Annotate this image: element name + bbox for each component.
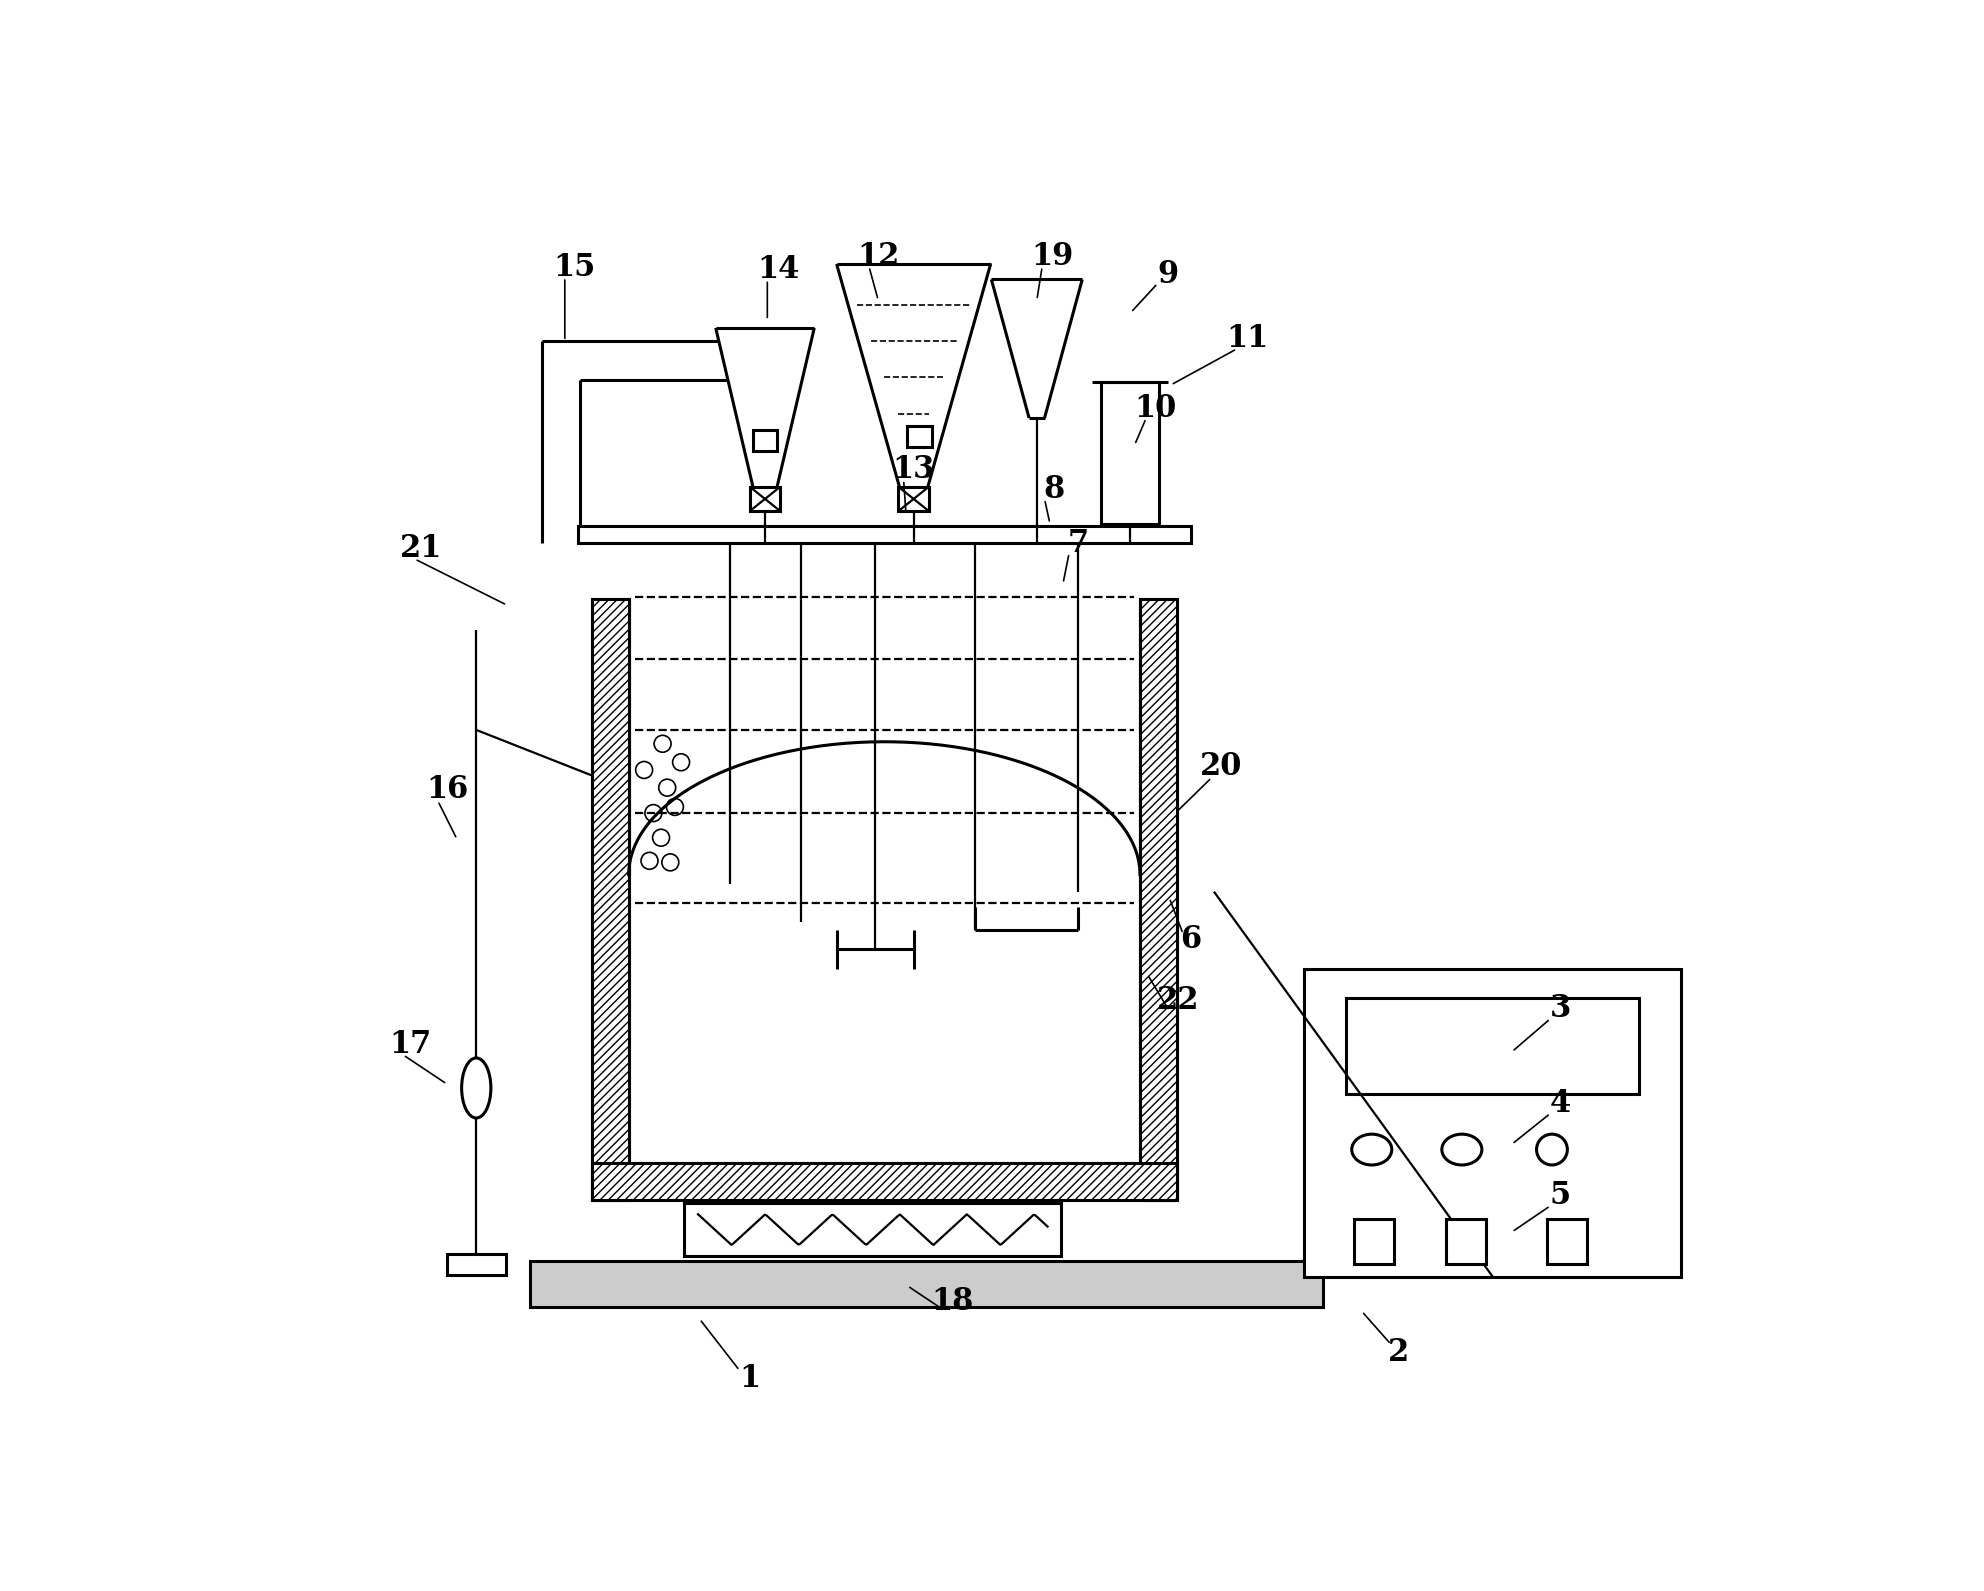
- Text: 13: 13: [893, 453, 934, 485]
- Text: 22: 22: [1157, 985, 1200, 1017]
- Bar: [1446, 1219, 1486, 1263]
- Text: 7: 7: [1067, 528, 1089, 558]
- Text: 3: 3: [1550, 993, 1571, 1025]
- Text: 14: 14: [758, 255, 800, 285]
- Polygon shape: [992, 280, 1081, 418]
- Text: 15: 15: [554, 253, 595, 283]
- Text: 19: 19: [1032, 240, 1073, 272]
- Bar: [591, 552, 1177, 1200]
- Text: 11: 11: [1226, 323, 1270, 355]
- Bar: [577, 527, 1190, 543]
- Bar: [750, 487, 780, 511]
- Text: 12: 12: [857, 240, 899, 272]
- Bar: [752, 430, 778, 452]
- Bar: [1303, 969, 1680, 1276]
- Bar: [907, 426, 932, 447]
- Text: 5: 5: [1550, 1181, 1571, 1211]
- Bar: [530, 1262, 1323, 1308]
- Bar: [1347, 998, 1639, 1095]
- Bar: [684, 1203, 1061, 1255]
- Text: 8: 8: [1044, 474, 1063, 506]
- Polygon shape: [716, 328, 813, 500]
- Text: 18: 18: [930, 1286, 974, 1317]
- Text: 16: 16: [427, 775, 468, 805]
- Text: 21: 21: [399, 533, 442, 565]
- Ellipse shape: [462, 1058, 490, 1118]
- Text: 1: 1: [740, 1363, 760, 1394]
- Bar: [1548, 1219, 1587, 1263]
- Text: 17: 17: [389, 1028, 433, 1060]
- Bar: [446, 1254, 506, 1274]
- Text: 20: 20: [1200, 751, 1242, 783]
- Text: 6: 6: [1180, 924, 1202, 955]
- Text: 4: 4: [1550, 1088, 1571, 1118]
- Bar: [899, 487, 929, 511]
- Bar: [591, 600, 629, 1200]
- Text: 9: 9: [1157, 259, 1178, 290]
- Text: 2: 2: [1389, 1336, 1409, 1368]
- Bar: [1353, 1219, 1395, 1263]
- Polygon shape: [837, 264, 990, 500]
- Bar: [1141, 600, 1177, 1200]
- Bar: [1101, 382, 1159, 525]
- Bar: [591, 1163, 1177, 1200]
- Text: 10: 10: [1135, 393, 1177, 423]
